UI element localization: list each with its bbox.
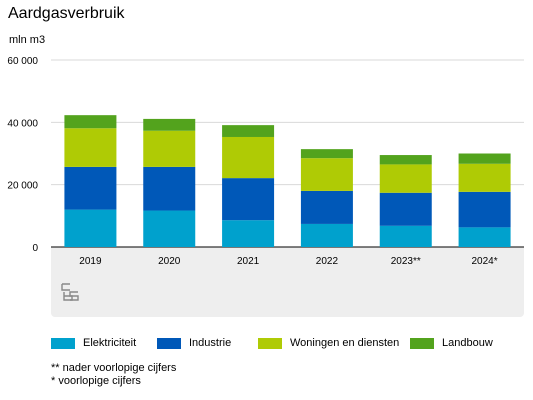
legend-label: Landbouw bbox=[442, 337, 493, 349]
legend-swatch bbox=[157, 337, 181, 349]
bar-segment bbox=[64, 128, 117, 167]
legend-label: Industrie bbox=[189, 337, 232, 349]
bar-segment bbox=[222, 136, 275, 179]
chart: 0 20 000 40 000 60 000 2019 2020 2021 2022 2023… bbox=[7, 56, 524, 317]
bar-segment bbox=[143, 130, 196, 167]
bar-segment bbox=[64, 209, 117, 247]
bar-segment bbox=[222, 220, 275, 247]
footnotes: ** nader voorlopige cijfers * voorlopige… bbox=[51, 362, 176, 388]
y-axis-unit: mln m3 bbox=[9, 34, 46, 46]
gridlines bbox=[51, 59, 524, 248]
bar-segment bbox=[143, 166, 196, 211]
bar-segment bbox=[379, 155, 432, 165]
bar-segment bbox=[379, 164, 432, 193]
y-tick-label: 40 000 bbox=[7, 118, 38, 129]
footnote: * voorlopige cijfers bbox=[51, 375, 141, 387]
legend-item: Industrie bbox=[157, 337, 231, 349]
legend-item: Landbouw bbox=[410, 337, 493, 349]
legend-item: Woningen en diensten bbox=[258, 337, 399, 349]
legend-item: Elektriciteit bbox=[51, 337, 136, 349]
bar-segment bbox=[222, 178, 275, 221]
bar-segment bbox=[458, 227, 511, 247]
x-tick-label: 2022 bbox=[316, 256, 339, 267]
bar-segment bbox=[143, 118, 196, 131]
legend-swatch bbox=[258, 337, 282, 349]
bar-segment bbox=[300, 190, 353, 224]
footnote: ** nader voorlopige cijfers bbox=[51, 362, 177, 374]
y-tick-label: 0 bbox=[32, 243, 38, 254]
y-tick-label: 20 000 bbox=[7, 181, 38, 192]
bar-segment bbox=[64, 115, 117, 129]
x-tick-labels: 2019 2020 2021 2022 2023** 2024* bbox=[79, 256, 497, 267]
bar-segment bbox=[300, 223, 353, 247]
y-tick-label: 60 000 bbox=[7, 56, 38, 67]
x-tick-label: 2024* bbox=[472, 256, 498, 267]
bar-segment bbox=[379, 192, 432, 226]
bar-segment bbox=[458, 163, 511, 192]
legend-label: Elektriciteit bbox=[83, 337, 137, 349]
bar-segment bbox=[458, 191, 511, 228]
bar-segment bbox=[222, 125, 275, 137]
legend-swatch bbox=[410, 337, 434, 349]
x-tick-label: 2023** bbox=[391, 256, 421, 267]
bar-segment bbox=[64, 166, 117, 210]
legend-label: Woningen en diensten bbox=[290, 337, 400, 349]
x-tick-label: 2021 bbox=[237, 256, 260, 267]
cbs-logo-icon bbox=[61, 283, 79, 301]
bar-segment bbox=[379, 225, 432, 247]
legend-swatch bbox=[51, 337, 75, 349]
x-tick-label: 2020 bbox=[158, 256, 181, 267]
bar-segment bbox=[458, 153, 511, 164]
bar-segment bbox=[300, 149, 353, 159]
bars bbox=[64, 115, 511, 247]
plot-area bbox=[51, 60, 524, 247]
y-tick-labels: 0 20 000 40 000 60 000 bbox=[7, 56, 38, 254]
bar-segment bbox=[143, 210, 196, 247]
chart-title: Aardgasverbruik bbox=[8, 5, 125, 22]
bar-segment bbox=[300, 158, 353, 191]
x-tick-label: 2019 bbox=[79, 256, 102, 267]
